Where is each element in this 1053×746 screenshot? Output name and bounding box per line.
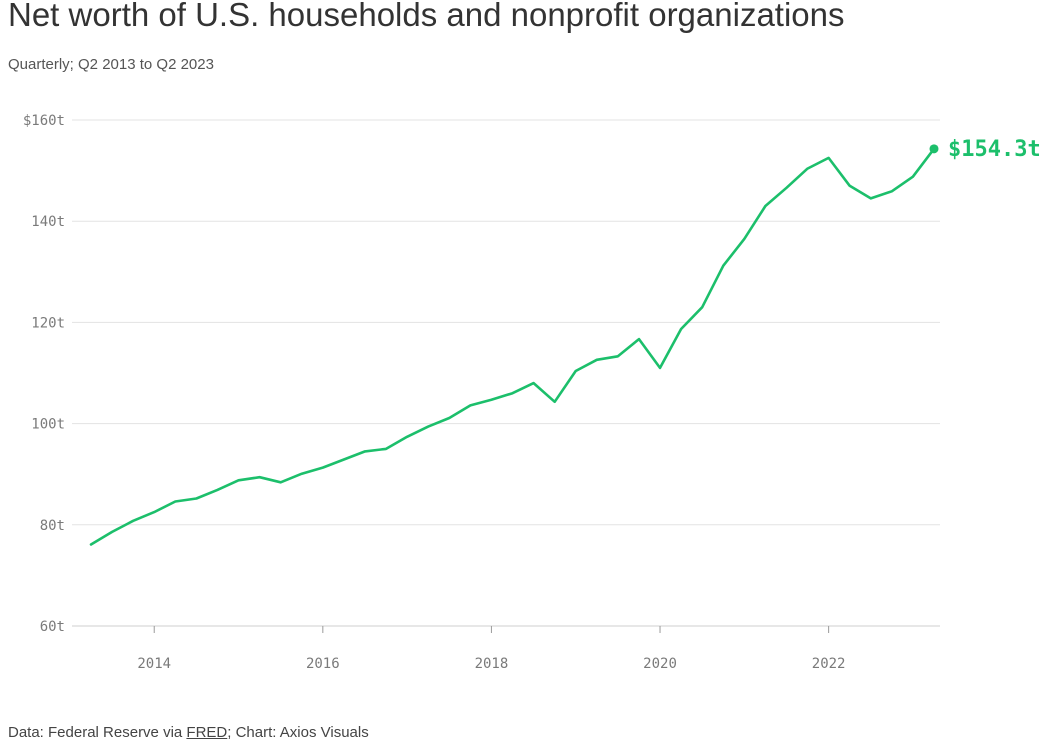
source-suffix: ; Chart: Axios Visuals <box>227 724 369 741</box>
y-tick-label: 100t <box>31 417 65 433</box>
source-note: Data: Federal Reserve via FRED; Chart: A… <box>8 724 369 741</box>
x-tick-label: 2022 <box>812 656 846 672</box>
source-prefix: Data: Federal Reserve via <box>8 724 187 741</box>
end-point-marker <box>929 144 939 154</box>
end-value-label: $154.3t <box>948 137 1041 162</box>
y-tick-label: $160t <box>23 113 65 129</box>
y-tick-label: 140t <box>31 214 65 230</box>
fred-link[interactable]: FRED <box>186 724 228 741</box>
y-tick-label: 60t <box>40 619 65 635</box>
chart-title: Net worth of U.S. households and nonprof… <box>8 0 845 33</box>
x-tick-label: 2014 <box>137 656 171 672</box>
line-chart: 60t 80t 100t 120t 140t $160t 2014 2016 2018 2020 2… <box>23 113 1041 672</box>
series-line <box>89 147 936 546</box>
x-tick-label: 2018 <box>475 656 509 672</box>
chart-subtitle: Quarterly; Q2 2013 to Q2 2023 <box>8 56 214 73</box>
x-tick-label: 2016 <box>306 656 340 672</box>
y-tick-label: 120t <box>31 315 65 331</box>
y-tick-label: 80t <box>40 518 65 534</box>
x-tick-label: 2020 <box>643 656 677 672</box>
